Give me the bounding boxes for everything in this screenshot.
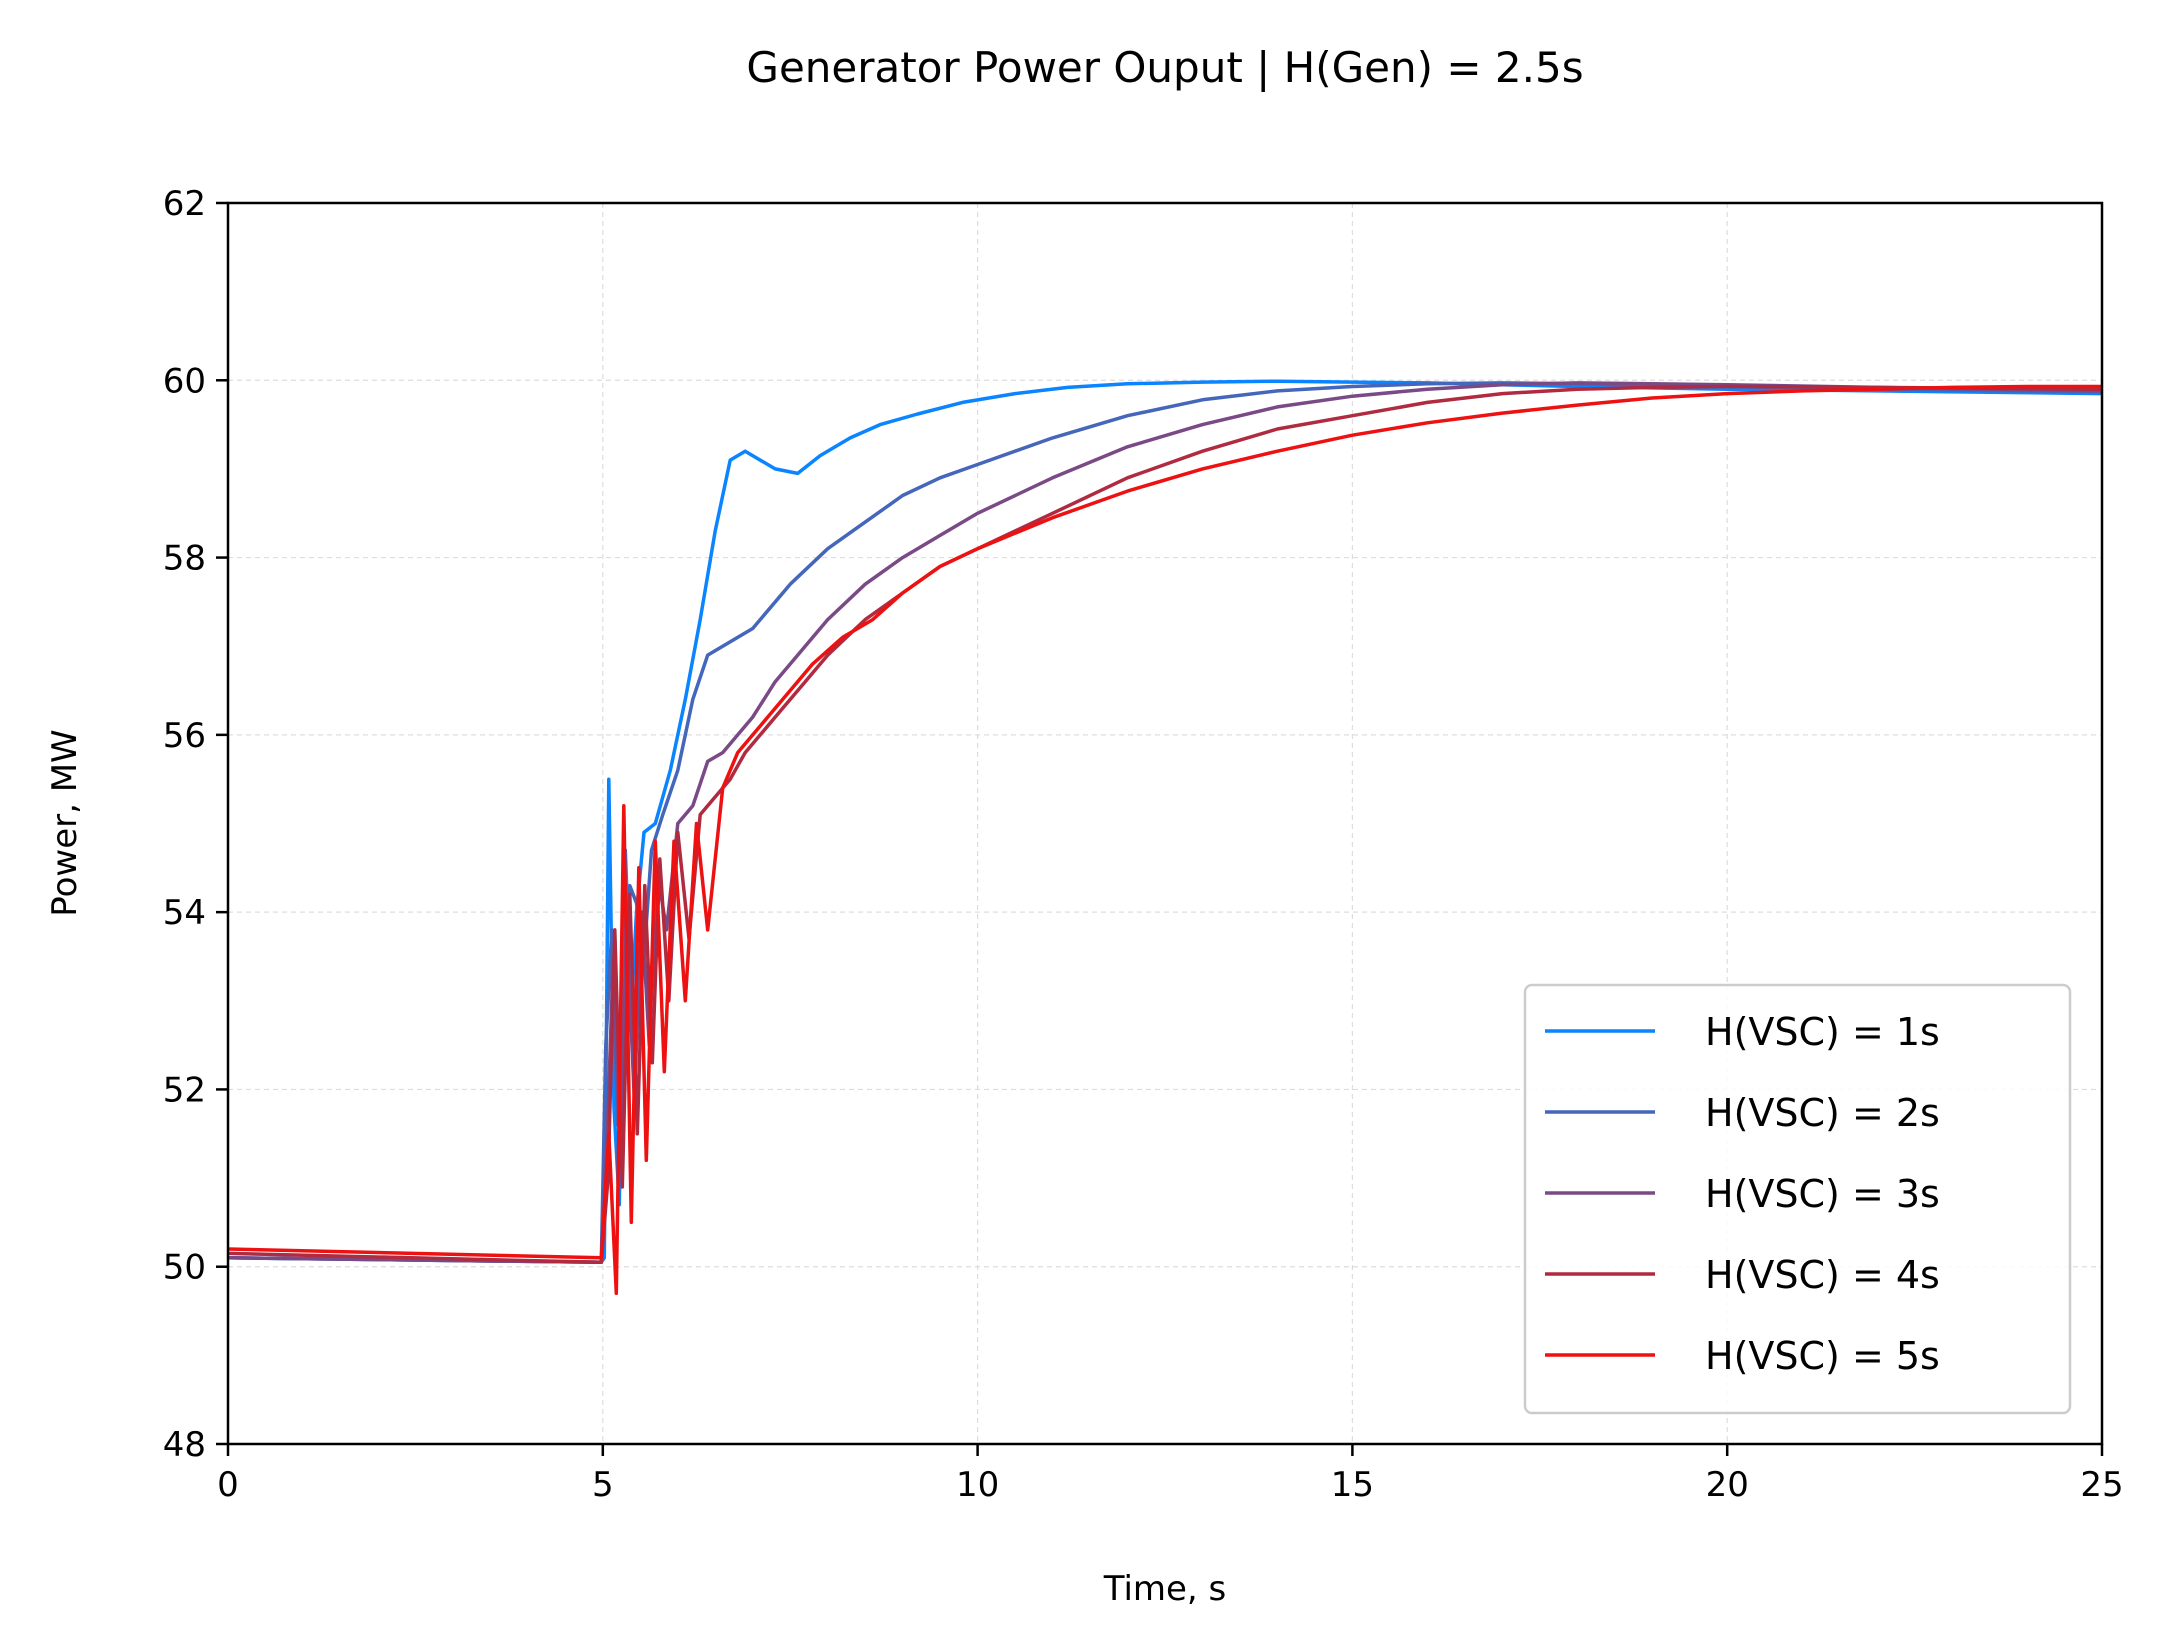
y-axis: 48 50 52 54 56 58 60 62 [163,184,228,1465]
x-tick-label: 20 [1706,1465,1749,1505]
x-tick-label: 10 [956,1465,999,1505]
x-tick-label: 0 [217,1465,239,1505]
x-tick-label: 5 [592,1465,614,1505]
legend-label: H(VSC) = 1s [1705,1010,1940,1054]
y-tick-label: 54 [163,893,206,933]
x-tick-label: 15 [1331,1465,1374,1505]
series-line-4 [228,384,2102,1265]
x-axis-label: Time, s [1103,1569,1227,1609]
y-tick-label: 48 [163,1425,206,1465]
legend-box [1523,983,2072,1415]
y-tick-label: 62 [163,184,206,224]
y-tick-label: 56 [163,716,206,756]
plot-frame [226,201,2104,1446]
series-line-5 [228,384,2102,1296]
legend: H(VSC) = 1s H(VSC) = 2s H(VSC) = 3s H(VSC) … [1523,983,2072,1415]
x-tick-label: 25 [2080,1465,2123,1505]
legend-label: H(VSC) = 5s [1705,1334,1940,1378]
legend-label: H(VSC) = 4s [1705,1253,1940,1297]
y-tick-label: 50 [163,1248,206,1288]
x-axis: 0 5 10 15 20 25 [217,1444,2124,1505]
chart-title: Generator Power Ouput | H(Gen) = 2.5s [746,43,1583,92]
y-tick-label: 58 [163,539,206,579]
y-tick-label: 52 [163,1070,206,1110]
y-axis-label: Power, MW [45,729,85,916]
series-layer [228,379,2102,1296]
legend-label: H(VSC) = 3s [1705,1172,1940,1216]
y-tick-label: 60 [163,361,206,401]
legend-label: H(VSC) = 2s [1705,1091,1940,1135]
